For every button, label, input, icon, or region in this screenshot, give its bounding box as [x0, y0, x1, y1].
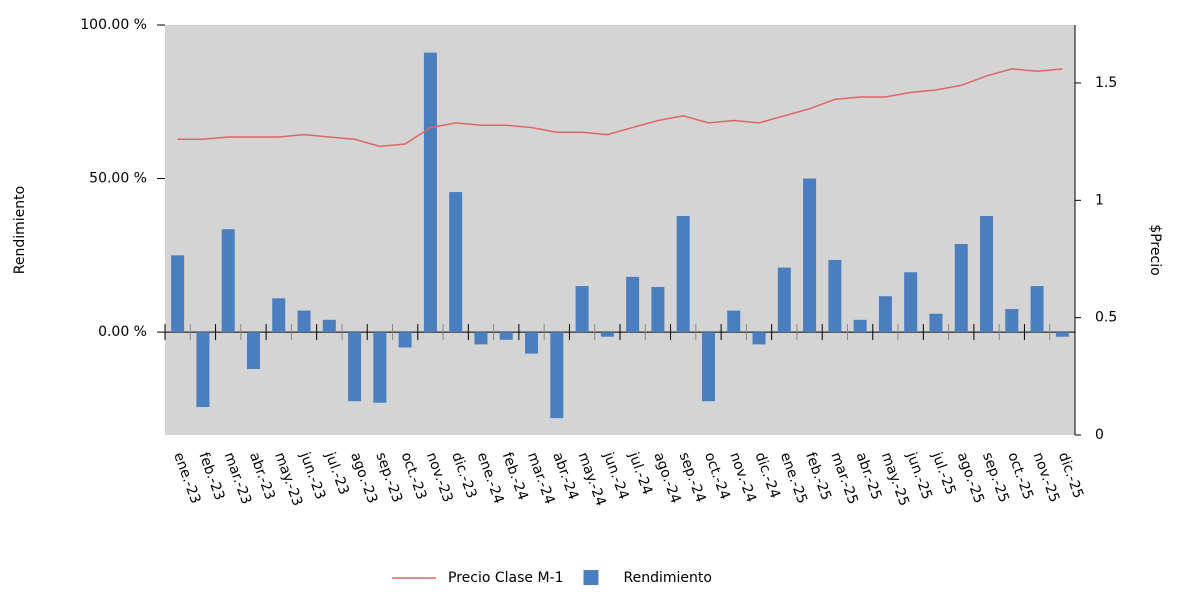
- legend-label: Precio Clase M-1: [448, 570, 564, 586]
- bar: [626, 276, 640, 333]
- bar: [449, 192, 463, 333]
- y2-axis-title: $Precio: [1147, 224, 1163, 275]
- y2-tick-label: 0.5: [1095, 310, 1117, 326]
- bar: [322, 319, 336, 333]
- bar: [171, 255, 185, 333]
- bar: [600, 332, 614, 337]
- plot-area: [165, 25, 1075, 435]
- bar: [954, 243, 968, 333]
- bar: [980, 216, 994, 333]
- legend: Precio Clase M-1 Rendimiento: [392, 570, 712, 586]
- bar: [423, 52, 437, 333]
- y-tick-label: 0.00 %: [98, 324, 147, 340]
- bar: [525, 332, 539, 354]
- bar: [1055, 332, 1069, 337]
- bar: [651, 286, 665, 333]
- bar: [246, 332, 260, 369]
- bar: [676, 216, 690, 333]
- bar: [575, 286, 589, 333]
- bar: [853, 319, 867, 333]
- bar: [701, 332, 715, 402]
- bar: [828, 259, 842, 333]
- bar: [398, 332, 412, 348]
- bar: [1030, 286, 1044, 333]
- bar: [499, 332, 513, 340]
- bar: [550, 332, 564, 419]
- bar: [474, 332, 488, 345]
- y2-tick-label: 0: [1095, 427, 1104, 443]
- y-tick-label: 50.00 %: [89, 171, 147, 187]
- bar: [297, 310, 311, 333]
- bar: [373, 332, 387, 403]
- price-line: [177, 68, 1063, 148]
- bar: [348, 332, 362, 402]
- legend-label: Rendimiento: [624, 570, 712, 586]
- bar: [1005, 309, 1019, 333]
- bar: [904, 272, 918, 333]
- bar: [272, 298, 286, 333]
- bar: [777, 267, 791, 333]
- bar: [803, 178, 817, 333]
- bar: [752, 332, 766, 345]
- y2-tick-label: 1.5: [1095, 75, 1117, 91]
- legend-swatch: [583, 570, 599, 585]
- y-tick-label: 100.00 %: [80, 17, 147, 33]
- bar: [727, 310, 741, 333]
- bar: [929, 313, 943, 333]
- bar: [196, 332, 210, 408]
- bar: [221, 229, 235, 333]
- y2-tick-label: 1: [1095, 192, 1104, 208]
- y-axis-title: Rendimiento: [12, 186, 28, 274]
- bar: [878, 296, 892, 333]
